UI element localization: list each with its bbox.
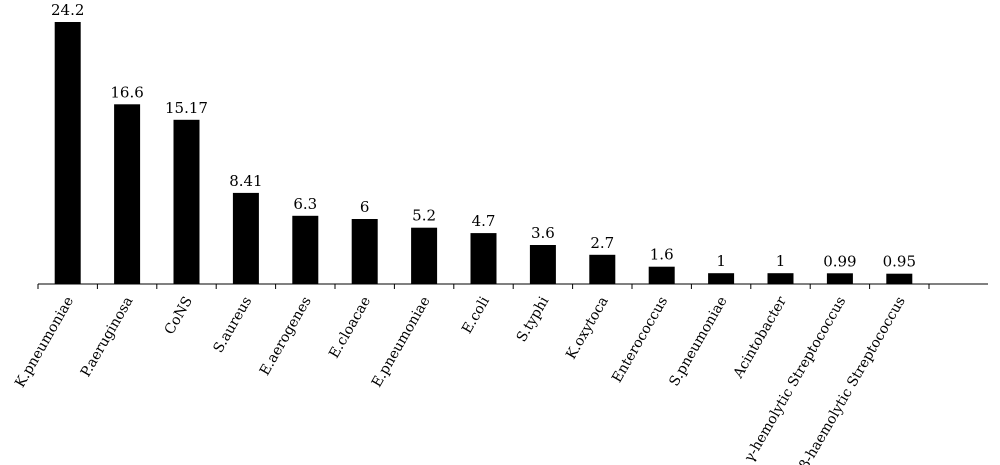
category-label: K.oxytoca xyxy=(563,294,612,362)
bar-value-label: 24.2 xyxy=(51,1,84,19)
category-label: CoNS xyxy=(162,294,196,337)
category-label: β-haemolytic Streptococcus xyxy=(797,294,909,465)
category-label: γ-hemolytic Streptococcus xyxy=(741,294,849,465)
bar xyxy=(648,266,675,284)
bar xyxy=(232,192,259,284)
bar xyxy=(529,245,556,284)
bar-value-label: 6.3 xyxy=(293,195,317,213)
bar-value-label: 0.95 xyxy=(883,253,916,271)
category-label: E.coli xyxy=(459,294,493,337)
category-label: S.aureus xyxy=(210,294,255,356)
category-label: Acintobacter xyxy=(730,294,790,382)
bar xyxy=(411,227,438,284)
value-labels-layer: 24.2 16.6 15.17 8.41 6.3 6 5.2 4.7 3.6 2.7 1.6 1 1 0.… xyxy=(51,1,916,271)
bar xyxy=(886,273,913,284)
bar xyxy=(708,273,735,284)
bar-value-label: 1.6 xyxy=(650,246,674,264)
bar-value-label: 3.6 xyxy=(531,224,555,242)
bar xyxy=(292,215,319,284)
category-label: E.pneumoniae xyxy=(369,294,434,390)
bar-value-label: 8.41 xyxy=(229,172,262,190)
bar xyxy=(173,119,200,284)
bar-value-label: 2.7 xyxy=(590,234,614,252)
bar xyxy=(470,233,497,284)
category-label: E.aerogenes xyxy=(257,294,315,378)
bar xyxy=(54,22,81,284)
category-label: Enterococcus xyxy=(609,294,671,386)
category-label: S.typhi xyxy=(514,294,553,345)
bar-value-label: 1 xyxy=(776,252,786,270)
category-label: K.pneumoniae xyxy=(12,294,77,390)
category-label: E.cloacae xyxy=(326,294,374,361)
bar xyxy=(114,104,141,284)
category-labels-layer: K.pneumoniae P.aeruginosa CoNS S.aureus E.ae… xyxy=(12,294,908,465)
bar-value-label: 1 xyxy=(716,252,726,270)
bar-value-label: 16.6 xyxy=(110,83,143,101)
bar xyxy=(351,219,378,284)
category-label: S.pneumoniae xyxy=(666,294,730,389)
bar-value-label: 15.17 xyxy=(165,99,208,117)
bar xyxy=(589,254,616,284)
bar-value-label: 0.99 xyxy=(823,252,856,270)
x-axis-ticks-layer xyxy=(37,284,930,289)
bars-layer xyxy=(54,22,913,284)
bar xyxy=(826,273,853,284)
bar-value-label: 4.7 xyxy=(472,212,496,230)
bar-value-label: 5.2 xyxy=(412,207,436,225)
bar-value-label: 6 xyxy=(360,198,370,216)
category-label: P.aeruginosa xyxy=(78,294,137,380)
bar xyxy=(767,273,794,284)
